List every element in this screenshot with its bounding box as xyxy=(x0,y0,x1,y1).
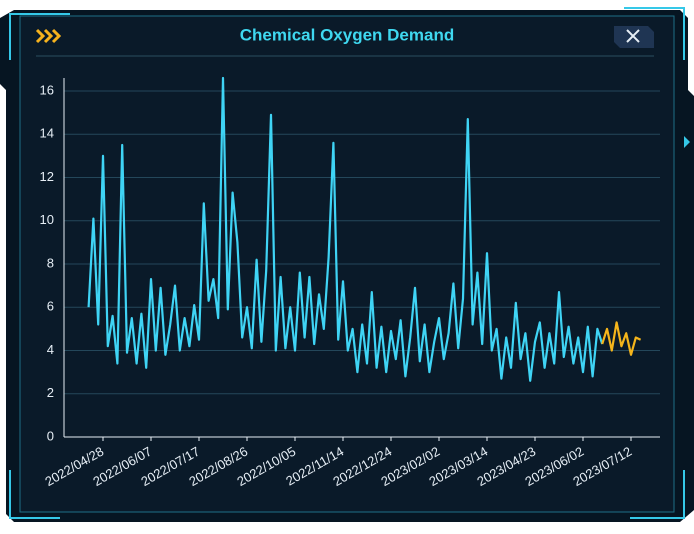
y-tick-label: 12 xyxy=(40,169,54,184)
series-line xyxy=(601,321,642,356)
y-tick-label: 8 xyxy=(47,255,54,270)
y-tick-label: 10 xyxy=(40,212,54,227)
corner-accents xyxy=(9,7,685,519)
y-tick-label: 4 xyxy=(47,342,54,357)
title-chevrons xyxy=(35,28,62,44)
y-tick-label: 0 xyxy=(47,428,54,443)
y-tick-label: 16 xyxy=(40,82,54,97)
close-icon[interactable] xyxy=(626,29,640,43)
y-tick-label: 6 xyxy=(47,299,54,314)
chart-title: Chemical Oxygen Demand xyxy=(240,25,454,44)
y-tick-label: 2 xyxy=(47,385,54,400)
close-button[interactable] xyxy=(614,26,654,48)
series-line xyxy=(87,76,604,382)
side-arrow xyxy=(684,136,690,148)
y-tick-label: 14 xyxy=(40,126,54,141)
